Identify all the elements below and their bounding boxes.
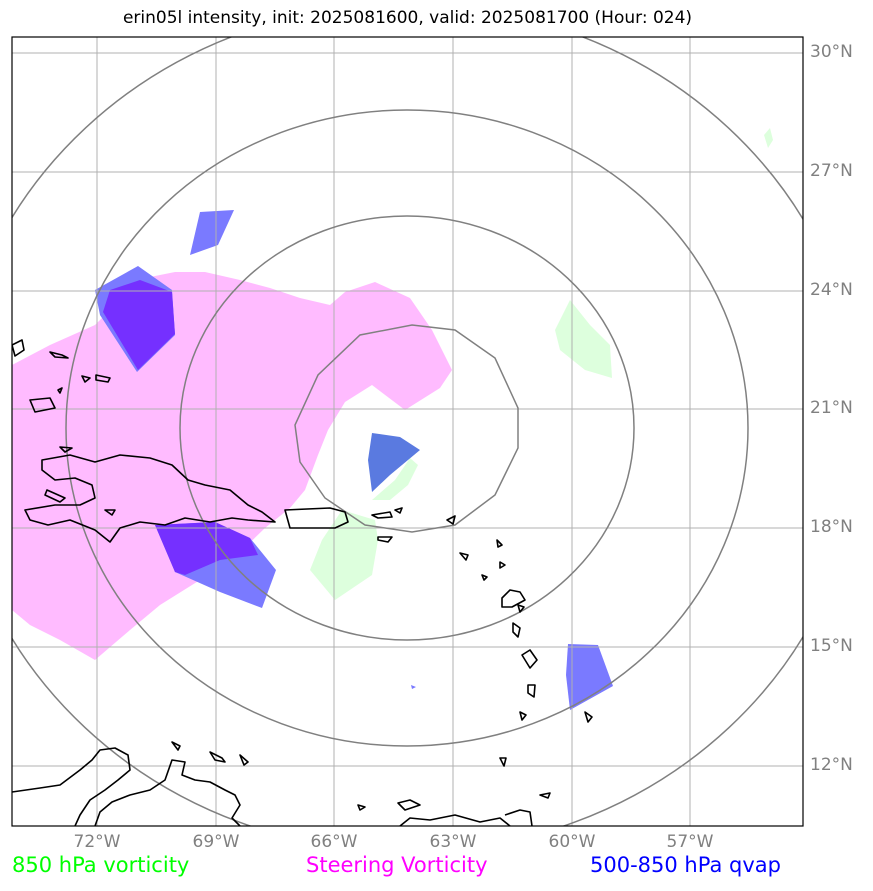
lon-label: 69°W <box>192 832 240 852</box>
gridlines <box>12 37 803 826</box>
lat-label: 18°N <box>810 517 853 537</box>
legend-850-vorticity: 850 hPa vorticity <box>12 853 190 877</box>
lon-label: 63°W <box>429 832 477 852</box>
lat-label: 27°N <box>810 161 853 181</box>
lon-label: 72°W <box>73 832 121 852</box>
vorticity-850-layer <box>310 128 773 600</box>
lon-label: 60°W <box>548 832 596 852</box>
map-frame <box>11 36 804 827</box>
lat-label: 24°N <box>810 280 853 300</box>
lon-label: 66°W <box>310 832 358 852</box>
legend-steering-vorticity: Steering Vorticity <box>306 853 488 877</box>
range-rings <box>12 37 803 826</box>
legend-qvap: 500-850 hPa qvap <box>590 853 781 877</box>
lon-label: 57°W <box>666 832 714 852</box>
lat-label: 30°N <box>810 42 853 62</box>
coastlines <box>12 339 593 826</box>
steering-vorticity-layer <box>12 272 452 660</box>
map-title: erin05l intensity, init: 2025081600, val… <box>122 8 693 28</box>
lat-label: 21°N <box>810 398 853 418</box>
lat-label: 12°N <box>810 755 853 775</box>
lat-label: 15°N <box>810 636 853 656</box>
